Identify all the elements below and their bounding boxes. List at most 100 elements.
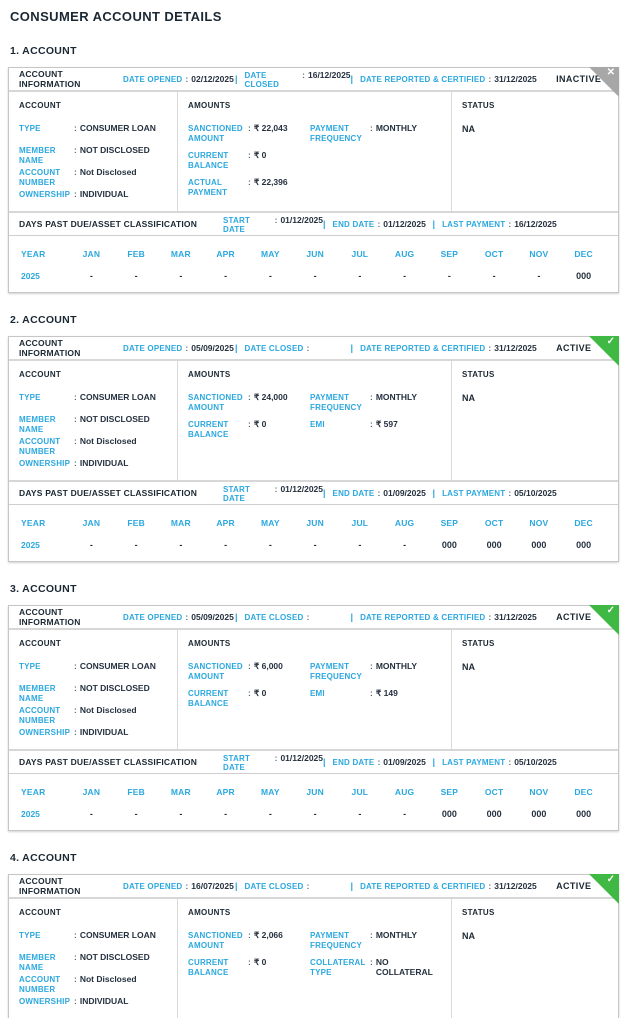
dpd-value-cell: 000: [531, 539, 547, 550]
month-header-cell: NOV: [529, 518, 549, 528]
last-payment-label: LAST PAYMENT: [442, 758, 506, 767]
amounts-left-subcolumn: SANCTIONED AMOUNT: ₹ 24,000 CURRENT BALANC…: [188, 392, 310, 447]
colon: :: [74, 436, 77, 446]
field-value: ₹ 2,066: [253, 930, 283, 940]
account-fields: TYPE: CONSUMER LOAN MEMBER NAME: NOT DISCLO…: [19, 661, 167, 749]
dpd-value-cell: -: [313, 270, 317, 281]
month-header-cell: MAY: [261, 518, 280, 528]
date-reported-value: 31/12/2025: [494, 612, 537, 622]
column-header: AMOUNTS: [188, 370, 231, 379]
colon: :: [248, 177, 251, 187]
page-title: CONSUMER ACCOUNT DETAILS: [10, 9, 222, 24]
date-reported-label: DATE REPORTED & CERTIFIED: [360, 882, 486, 891]
date-opened-value: 05/09/2025: [191, 612, 234, 622]
separator: |: [350, 74, 354, 84]
dpd-value-cell: -: [224, 270, 228, 281]
field-label: ACCOUNT NUMBER: [19, 437, 61, 456]
field-label: SANCTIONED AMOUNT: [188, 931, 243, 950]
field-row: CURRENT BALANCE: ₹ 0: [188, 150, 310, 178]
colon: :: [370, 688, 373, 698]
check-icon: ✓: [606, 874, 615, 885]
field-label: MEMBER NAME: [19, 415, 56, 434]
colon: :: [248, 957, 251, 967]
field-row: SANCTIONED AMOUNT: ₹ 2,066: [188, 930, 310, 958]
field-row: MEMBER NAME: NOT DISCLOSED: [19, 414, 167, 437]
field-row: EMI: ₹ 597: [310, 419, 441, 447]
field-row: TYPE: CONSUMER LOAN: [19, 392, 167, 415]
field-row: TYPE: CONSUMER LOAN: [19, 930, 167, 953]
amounts-right-subcolumn: PAYMENT FREQUENCY: MONTHLY: [310, 123, 441, 205]
account-column: ACCOUNT TYPE: CONSUMER LOAN MEMBER NAME: NO…: [9, 630, 178, 749]
month-header-cell: DEC: [574, 518, 593, 528]
field-value: Not Disclosed: [79, 167, 137, 177]
field-row: COLLATERAL TYPE: NO COLLATERAL: [310, 957, 441, 985]
month-header-cell: JAN: [82, 518, 101, 528]
field-row: SANCTIONED AMOUNT: ₹ 24,000: [188, 392, 310, 420]
separator: |: [432, 757, 436, 767]
last-payment-field: LAST PAYMENT : 05/10/2025: [442, 488, 557, 498]
colon: :: [306, 881, 310, 891]
column-header: AMOUNTS: [188, 101, 231, 110]
field-value: INDIVIDUAL: [79, 189, 129, 199]
amounts-column: AMOUNTS SANCTIONED AMOUNT: ₹ 22,043 CURREN…: [178, 92, 452, 211]
status-badge: ACTIVE: [556, 612, 592, 622]
dpd-grid: YEAR JAN FEB MAR APR MAY JUN JUL AUG SEP OCT NOV DEC…: [9, 774, 618, 830]
field-value: CONSUMER LOAN: [79, 123, 156, 133]
month-header-cell: JUL: [351, 249, 369, 259]
colon: :: [74, 727, 77, 737]
end-date-value: 01/09/2025: [383, 488, 426, 498]
field-value: MONTHLY: [375, 661, 418, 671]
account-detail-columns: ACCOUNT TYPE: CONSUMER LOAN MEMBER NAME: NO…: [9, 361, 618, 482]
status-value: NA: [462, 931, 475, 941]
dpd-value-cell: -: [134, 808, 138, 819]
dpd-value-cell: -: [179, 539, 183, 550]
field-label: PAYMENT FREQUENCY: [310, 124, 363, 143]
month-header-cell: MAR: [170, 249, 191, 259]
field-value: CONSUMER LOAN: [79, 392, 156, 402]
colon: :: [370, 957, 373, 967]
colon: :: [302, 69, 305, 80]
account-detail-columns: ACCOUNT TYPE: CONSUMER LOAN MEMBER NAME: NO…: [9, 92, 618, 213]
column-header: AMOUNTS: [188, 908, 231, 917]
date-closed-field: DATE CLOSED :: [245, 343, 351, 353]
colon: :: [185, 612, 189, 622]
last-payment-value: 16/12/2025: [514, 219, 557, 229]
dpd-value-cell: -: [447, 270, 451, 281]
month-header-cell: JUN: [306, 249, 324, 259]
amounts-column: AMOUNTS SANCTIONED AMOUNT: ₹ 24,000 CURREN…: [178, 361, 452, 480]
dpd-title: DAYS PAST DUE/ASSET CLASSIFICATION: [19, 757, 198, 767]
start-date-label: START DATE: [223, 484, 251, 503]
date-opened-label: DATE OPENED: [123, 75, 183, 84]
account-heading: 3. ACCOUNT: [10, 583, 77, 595]
colon: :: [274, 483, 278, 494]
column-header: ACCOUNT: [19, 908, 62, 917]
colon: :: [74, 930, 77, 940]
separator: |: [235, 343, 238, 353]
field-row: MEMBER NAME: NOT DISCLOSED: [19, 683, 167, 706]
field-row: PAYMENT FREQUENCY: MONTHLY: [310, 392, 441, 420]
colon: :: [274, 752, 278, 763]
dpd-value-cell: -: [179, 808, 183, 819]
amounts-left-subcolumn: SANCTIONED AMOUNT: ₹ 2,066 CURRENT BALANCE…: [188, 930, 310, 985]
field-label: TYPE: [19, 124, 41, 133]
colon: :: [74, 974, 77, 984]
month-header-cell: APR: [216, 787, 235, 797]
field-label: PAYMENT FREQUENCY: [310, 393, 363, 412]
field-label: CURRENT BALANCE: [188, 689, 229, 708]
colon: :: [377, 488, 381, 498]
year-value-cell: 2025: [21, 808, 40, 819]
year-header-cell: YEAR: [21, 787, 46, 797]
field-row: PAYMENT FREQUENCY: MONTHLY: [310, 123, 441, 151]
colon: :: [248, 688, 251, 698]
field-row: OWNERSHIP: INDIVIDUAL: [19, 996, 167, 1018]
month-header-cell: FEB: [127, 518, 145, 528]
year-header-cell: YEAR: [21, 518, 46, 528]
month-header-cell: FEB: [127, 249, 145, 259]
field-row: OWNERSHIP: INDIVIDUAL: [19, 727, 167, 749]
status-column: STATUS NA: [452, 92, 618, 211]
dpd-value-cell: 000: [576, 539, 592, 550]
field-row: OWNERSHIP: INDIVIDUAL: [19, 458, 167, 480]
end-date-field: END DATE : 01/09/2025: [333, 757, 433, 767]
date-reported-field: DATE REPORTED & CERTIFIED : 31/12/2025: [360, 881, 556, 891]
account-fields: TYPE: CONSUMER LOAN MEMBER NAME: NOT DISCLO…: [19, 392, 167, 480]
